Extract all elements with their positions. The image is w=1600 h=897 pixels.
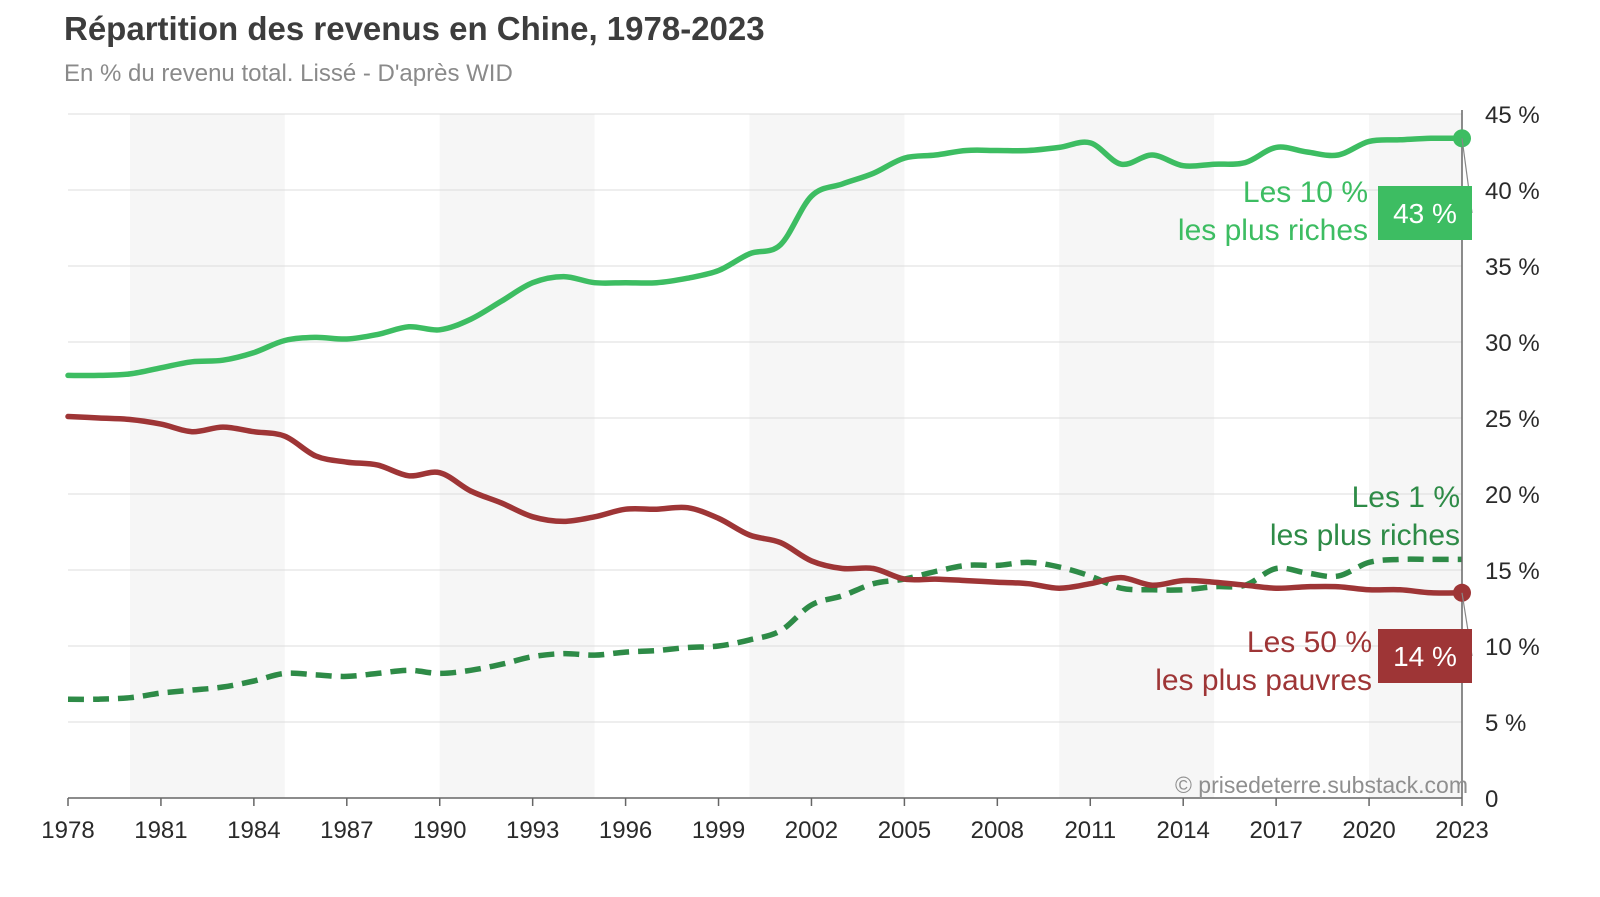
series-top10-line — [65, 135, 1465, 379]
credit-text: © prisedeterre.substack.com — [1175, 772, 1468, 798]
series-top1-line — [67, 556, 1462, 703]
x-tick-label-1987: 1987 — [320, 817, 373, 844]
series-bottom50-line — [65, 413, 1465, 596]
x-tick-label-1996: 1996 — [599, 817, 652, 844]
y-tick-label-45: 45 % — [1485, 102, 1540, 129]
shaded-band-2 — [749, 114, 905, 798]
x-tick-label-2005: 2005 — [878, 817, 931, 844]
y-tick-label-30: 30 % — [1485, 330, 1540, 357]
y-tick-label-15: 15 % — [1485, 558, 1540, 585]
y-tick-label-40: 40 % — [1485, 178, 1540, 205]
y-tick-label-35: 35 % — [1485, 254, 1540, 281]
top1-label-line1: Les 1 % — [1352, 481, 1460, 514]
y-tick-label-25: 25 % — [1485, 406, 1540, 433]
x-tick-label-2008: 2008 — [971, 817, 1024, 844]
x-tick-label-2002: 2002 — [785, 817, 838, 844]
x-tick-label-2017: 2017 — [1249, 817, 1302, 844]
x-tick-label-1993: 1993 — [506, 817, 559, 844]
y-tick-label-0: 0 — [1485, 786, 1498, 813]
x-tick-label-1999: 1999 — [692, 817, 745, 844]
x-tick-label-1984: 1984 — [227, 817, 280, 844]
x-tick-label-1978: 1978 — [41, 817, 94, 844]
x-tick-label-1981: 1981 — [134, 817, 187, 844]
shaded-band-1 — [439, 114, 595, 798]
y-tick-label-10: 10 % — [1485, 634, 1540, 661]
bottom50-badge-value: 14 % — [1393, 641, 1457, 672]
y-tick-label-5: 5 % — [1485, 710, 1526, 737]
bottom50-label-line2: les plus pauvres — [1155, 664, 1372, 697]
top10-label-line1: Les 10 % — [1243, 176, 1368, 209]
y-tick-label-20: 20 % — [1485, 482, 1540, 509]
x-tick-label-2023: 2023 — [1435, 817, 1488, 844]
shaded-band-0 — [129, 114, 285, 798]
top1-label-line2: les plus riches — [1270, 519, 1460, 552]
top10-label-line2: les plus riches — [1178, 214, 1368, 247]
top10-badge-value: 43 % — [1393, 198, 1457, 229]
chart-title: Répartition des revenus en Chine, 1978-2… — [64, 10, 765, 47]
x-tick-label-1990: 1990 — [413, 817, 466, 844]
chart-subtitle: En % du revenu total. Lissé - D'après WI… — [64, 60, 513, 87]
x-tick-label-2020: 2020 — [1342, 817, 1395, 844]
top10-badge — [1378, 186, 1472, 240]
bottom50-badge — [1378, 629, 1472, 683]
x-tick-label-2011: 2011 — [1064, 817, 1116, 844]
shaded-band-3 — [1059, 114, 1215, 798]
x-tick-label-2014: 2014 — [1157, 817, 1210, 844]
bottom50-label-line1: Les 50 % — [1247, 626, 1372, 659]
